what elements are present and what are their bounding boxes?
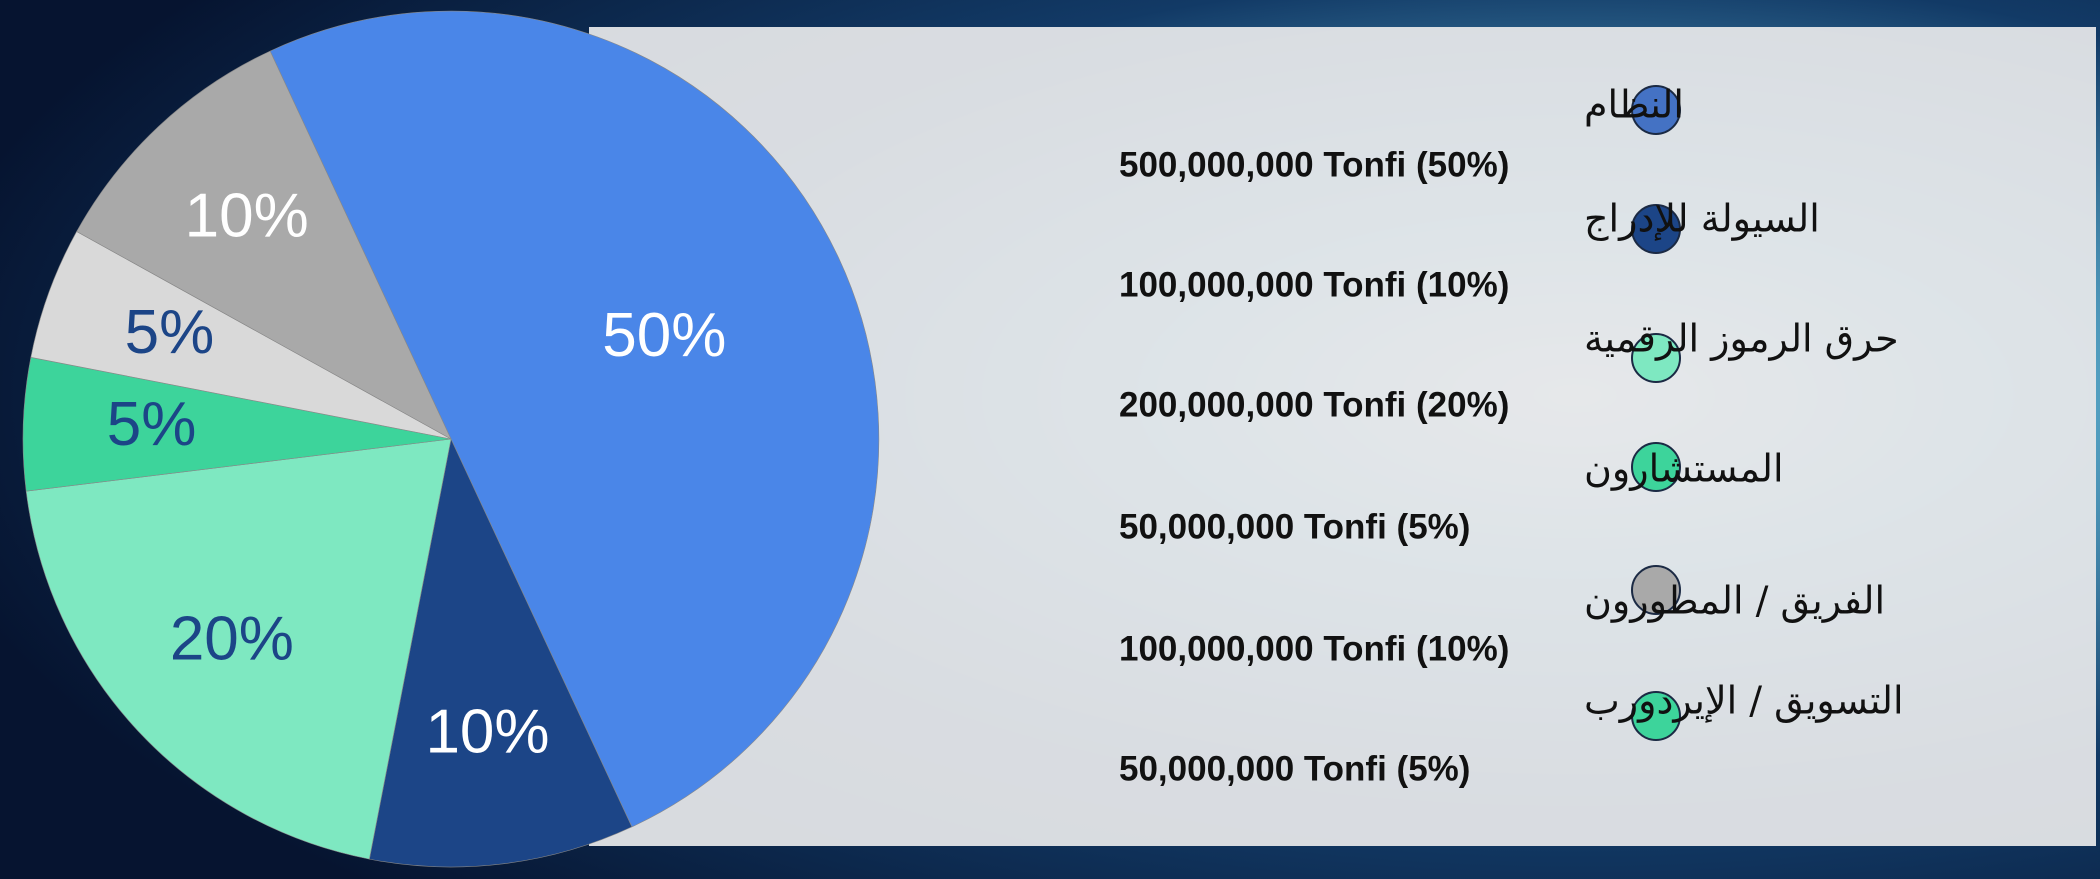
data-label: 10% — [185, 181, 309, 250]
legend-marker — [1631, 691, 1681, 741]
legend-name: النظام — [1584, 83, 1684, 127]
legend-name: حرق الرموز الرقمية — [1584, 317, 1899, 362]
data-label: 5% — [125, 298, 215, 367]
legend-name: المستشارون — [1584, 447, 1784, 492]
legend-detail: 100,000,000 Tonfi (10%) — [1119, 629, 1509, 668]
pie-slice — [76, 50, 452, 440]
pie-slice — [25, 438, 452, 860]
legend-detail: 50,000,000 Tonfi (5%) — [1119, 749, 1470, 788]
legend-detail: 50,000,000 Tonfi (5%) — [1119, 507, 1470, 546]
legend-detail: 100,000,000 Tonfi (10%) — [1119, 265, 1509, 304]
legend-detail: 200,000,000 Tonfi (20%) — [1119, 385, 1509, 424]
legend-marker — [1631, 565, 1681, 615]
legend-name: التسويق / الإيردورب — [1584, 679, 1904, 724]
legend-name: الفريق / المطورون — [1584, 579, 1885, 624]
pie-slice — [269, 10, 880, 828]
legend-marker — [1631, 204, 1681, 254]
legend-marker — [1631, 85, 1681, 135]
legend-marker — [1631, 333, 1681, 383]
data-label: 5% — [107, 390, 197, 459]
data-label: 50% — [602, 301, 726, 370]
data-label: 10% — [425, 698, 549, 767]
data-label: 20% — [170, 605, 294, 674]
legend-detail: 500,000,000 Tonfi (50%) — [1119, 145, 1509, 184]
pie-slice — [368, 438, 633, 868]
legend-marker — [1631, 442, 1681, 492]
legend-name: السيولة للإدراج — [1584, 197, 1820, 242]
